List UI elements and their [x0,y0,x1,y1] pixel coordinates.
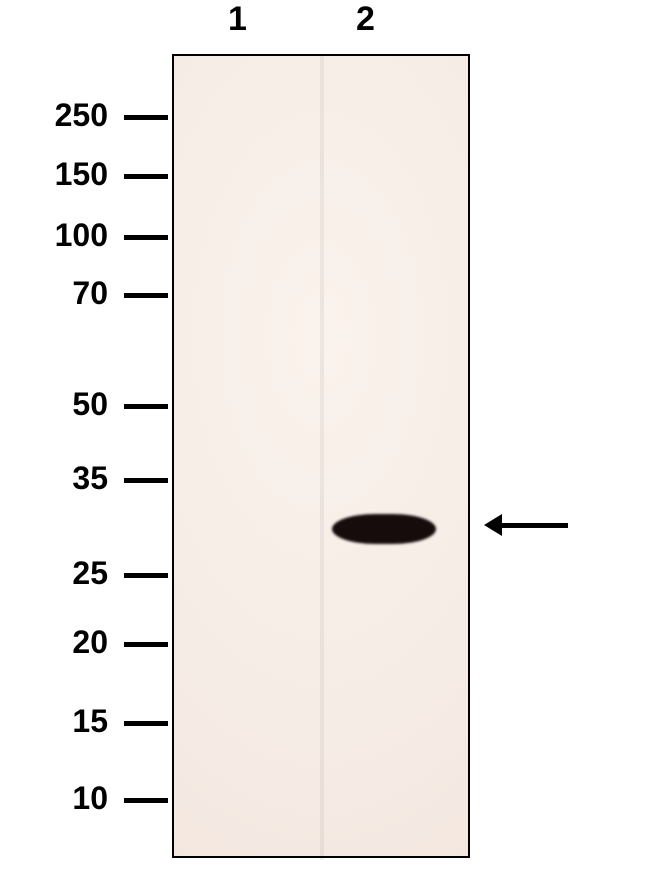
mw-marker-20: 20 [0,624,108,661]
arrow-shaft [502,523,568,528]
mw-marker-10: 10 [0,780,108,817]
blot-membrane-frame [172,54,470,858]
mw-tick-50 [124,404,168,409]
lane-2-label: 2 [356,0,375,39]
mw-marker-50: 50 [0,386,108,423]
arrow-head-icon [484,514,502,536]
mw-tick-35 [124,478,168,483]
mw-tick-15 [124,721,168,726]
mw-marker-15: 15 [0,703,108,740]
mw-marker-70: 70 [0,275,108,312]
mw-tick-250 [124,115,168,120]
figure-container: 1 2 250 150 100 70 50 35 25 20 15 10 [0,0,650,870]
mw-marker-35: 35 [0,460,108,497]
mw-marker-150: 150 [0,156,108,193]
mw-tick-10 [124,798,168,803]
mw-tick-150 [124,174,168,179]
mw-tick-20 [124,642,168,647]
mw-marker-25: 25 [0,555,108,592]
lane-1-label: 1 [228,0,247,39]
mw-marker-250: 250 [0,97,108,134]
lane-divider [320,56,324,860]
mw-tick-100 [124,235,168,240]
mw-tick-70 [124,293,168,298]
protein-band-lane2 [332,514,436,544]
mw-marker-100: 100 [0,217,108,254]
mw-tick-25 [124,573,168,578]
